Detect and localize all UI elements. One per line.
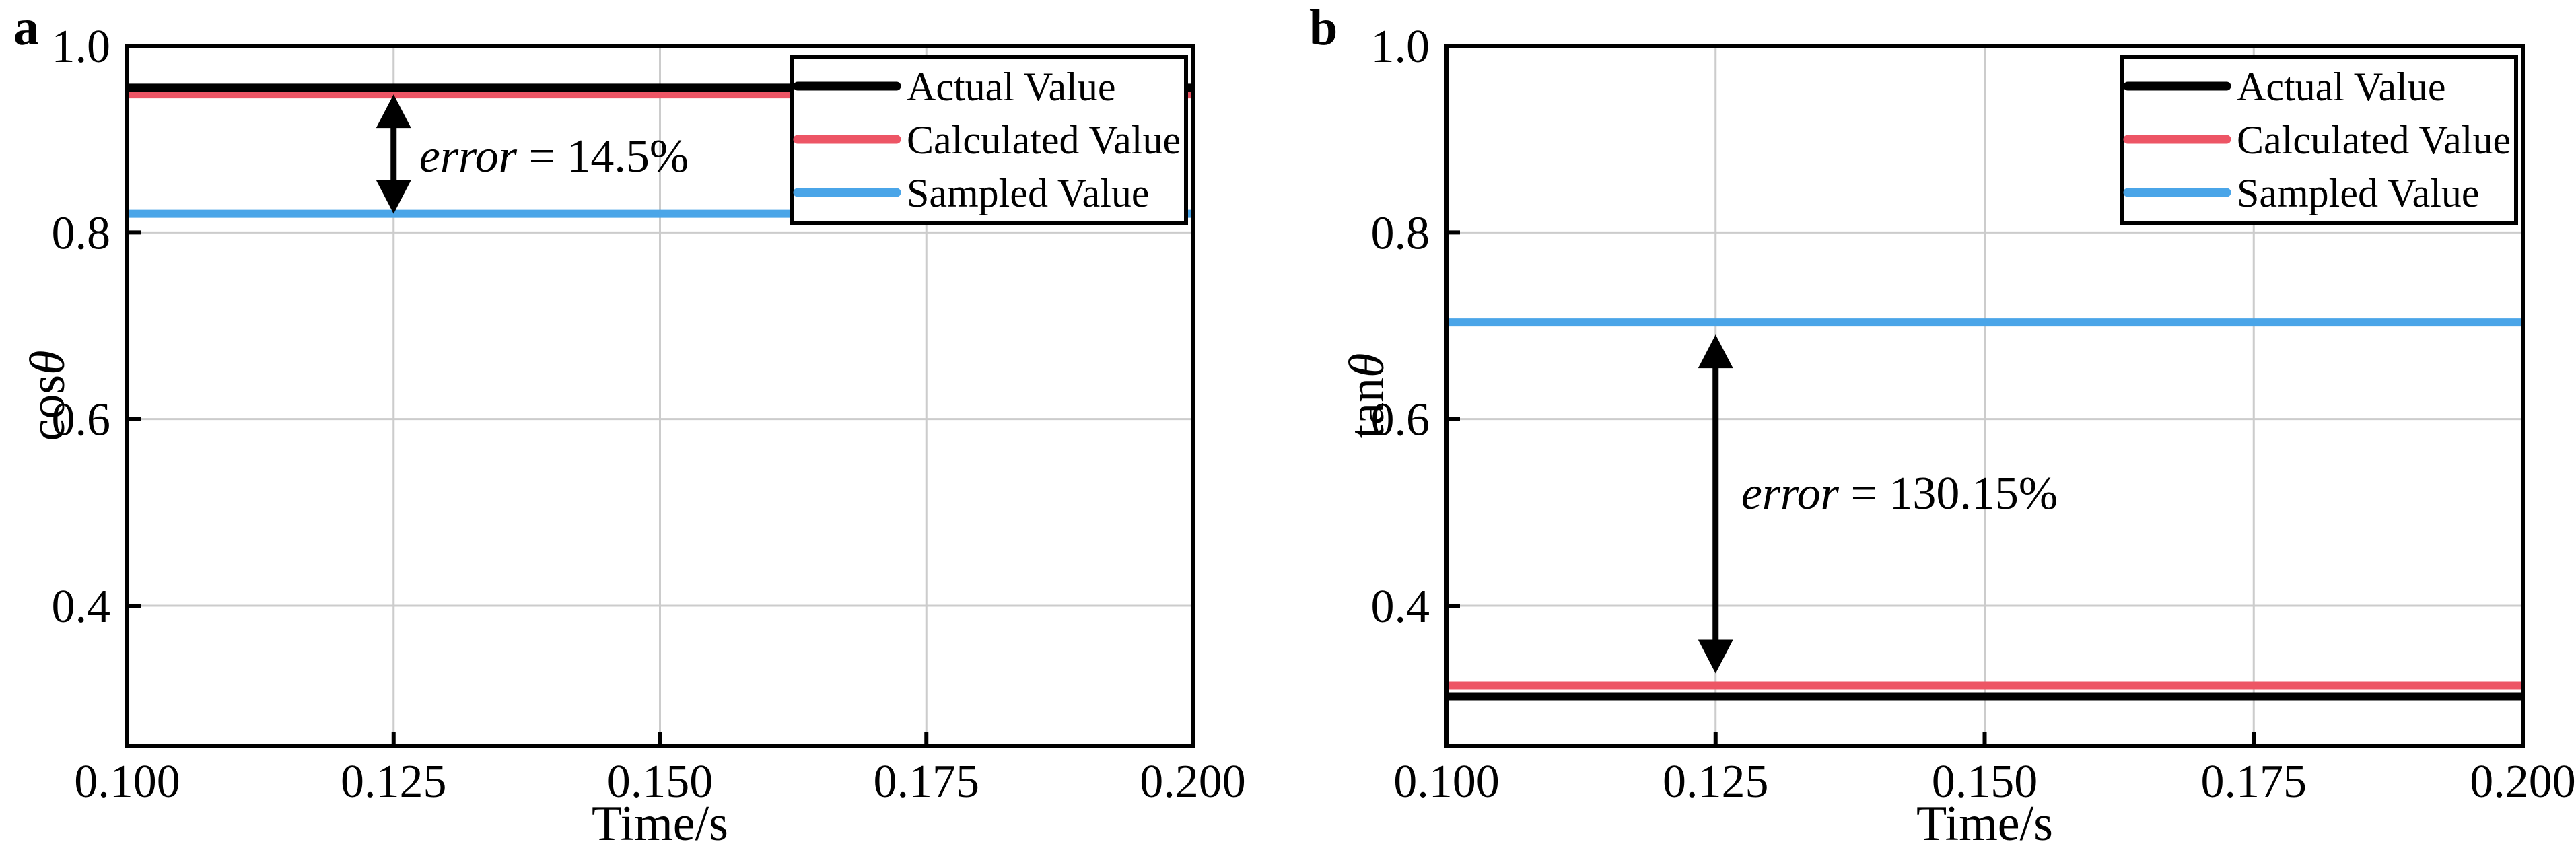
error-arrowhead-bottom — [376, 180, 411, 214]
x-tick-label: 0.125 — [341, 756, 447, 808]
y-axis-label-symbol: θ — [1339, 353, 1395, 378]
y-axis-label: cosθ — [20, 350, 75, 441]
y-tick-label: 0.4 — [52, 581, 111, 633]
y-tick-label: 1.0 — [52, 21, 111, 73]
chart-panel-a: error = 14.5% Actual Value Calculated Valu… — [13, 0, 1246, 846]
axis-border — [1444, 44, 2525, 748]
x-tick-label: 0.150 — [607, 756, 713, 808]
y-axis-label: tanθ — [1339, 353, 1395, 439]
x-axis-label: Time/s — [1916, 796, 2053, 846]
x-axis-label: Time/s — [592, 796, 728, 846]
y-tick-label: 0.6 — [52, 394, 111, 446]
y-tick-label: 0.8 — [52, 207, 111, 259]
legend-label-calculated-value: Calculated Value — [907, 118, 1181, 162]
legend-label-calculated-value: Calculated Value — [2237, 118, 2511, 162]
legend: Actual Value Calculated Value Sampled Valu… — [790, 55, 1188, 225]
y-tick-label: 0.8 — [1371, 207, 1430, 259]
x-tick-label: 0.175 — [874, 756, 980, 808]
axis-border — [125, 44, 1195, 748]
error-label: error = 130.15% — [1741, 468, 2058, 520]
legend-label-sampled-value: Sampled Value — [907, 171, 1150, 215]
error-label: error = 14.5% — [419, 131, 689, 182]
panel-letter-b: b — [1309, 0, 1337, 56]
legend-label-actual-value: Actual Value — [907, 65, 1115, 109]
legend-label-actual-value: Actual Value — [2237, 65, 2445, 109]
x-tick-label: 0.150 — [1932, 756, 2038, 808]
error-label-value: = 14.5% — [517, 131, 689, 182]
x-tick-label: 0.100 — [1393, 756, 1500, 808]
error-label-value: = 130.15% — [1839, 468, 2058, 520]
error-arrow — [1698, 334, 1733, 674]
legend: Actual Value Calculated Value Sampled Valu… — [2120, 55, 2518, 225]
x-tick-label: 0.125 — [1663, 756, 1769, 808]
y-tick-label: 0.6 — [1371, 394, 1430, 446]
x-tick-label: 0.200 — [2470, 756, 2576, 808]
y-axis-label-function: tan — [1339, 378, 1395, 438]
y-tick-label: 0.4 — [1371, 581, 1430, 633]
y-axis-label-function: cos — [20, 375, 75, 442]
error-arrow — [376, 94, 411, 214]
error-arrowhead-top — [1698, 334, 1733, 369]
x-tick-label: 0.200 — [1140, 756, 1246, 808]
x-tick-label: 0.175 — [2201, 756, 2307, 808]
chart-panel-b: error = 130.15% Actual Value Calculated Va… — [1309, 0, 2576, 846]
error-arrowhead-bottom — [1698, 639, 1733, 674]
legend-label-sampled-value: Sampled Value — [2237, 171, 2480, 215]
error-label-word: error — [1741, 468, 1840, 520]
x-tick-label: 0.100 — [74, 756, 180, 808]
panel-letter-a: a — [13, 0, 39, 56]
y-tick-label: 1.0 — [1371, 21, 1430, 73]
y-axis-label-symbol: θ — [20, 350, 75, 374]
error-label-word: error — [419, 131, 518, 182]
error-arrowhead-top — [376, 94, 411, 129]
